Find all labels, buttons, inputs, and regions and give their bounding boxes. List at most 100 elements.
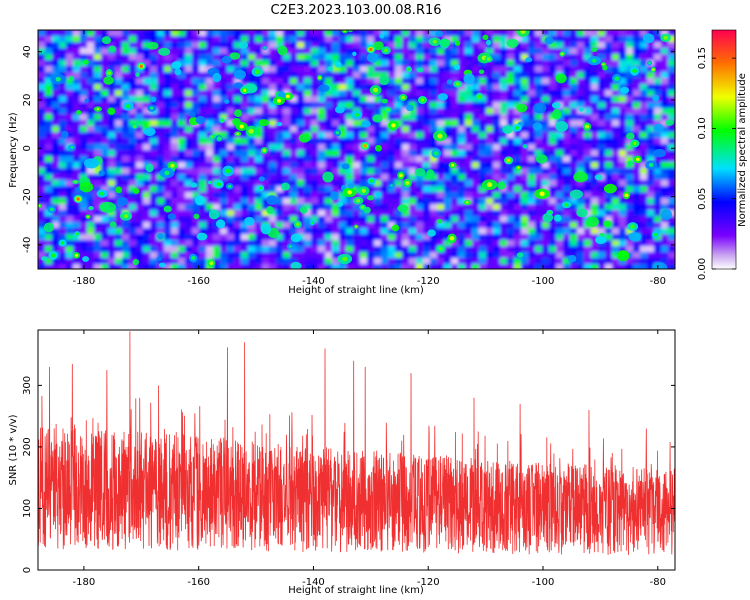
heatmap-cell <box>353 60 361 67</box>
heatmap-cell <box>143 228 151 235</box>
heatmap-cell <box>542 240 550 247</box>
heatmap-cell <box>612 96 620 103</box>
heatmap-cell <box>213 204 221 211</box>
heatmap-cell <box>654 162 662 169</box>
heatmap-cell <box>451 120 459 127</box>
heatmap-cell <box>276 132 284 139</box>
heatmap-cell <box>507 48 515 55</box>
heatmap-cell <box>94 210 102 217</box>
heatmap-cell <box>339 60 347 67</box>
heatmap-cell <box>108 84 116 91</box>
heatmap-cell <box>535 114 543 121</box>
heatmap-cell <box>185 42 193 49</box>
heatmap-cell <box>52 216 60 223</box>
heatmap-cell <box>353 234 361 241</box>
heatmap-cell <box>605 138 613 145</box>
heatmap-cell <box>668 252 675 259</box>
heatmap-cell <box>437 216 445 223</box>
heatmap-cell <box>409 234 417 241</box>
heatmap-cell <box>486 246 494 253</box>
heatmap-cell <box>87 228 95 235</box>
heatmap-cell <box>178 66 186 73</box>
heatmap-cell <box>598 168 606 175</box>
heatmap-cell <box>640 102 648 109</box>
heatmap-cell <box>458 120 466 127</box>
heatmap-blob-core <box>236 132 240 135</box>
heatmap-cell <box>500 174 508 181</box>
heatmap-cell <box>283 198 291 205</box>
heatmap-cell <box>458 102 466 109</box>
heatmap-cell <box>472 234 480 241</box>
heatmap-cell <box>402 240 410 247</box>
heatmap-cell <box>276 138 284 145</box>
heatmap-cell <box>255 36 263 43</box>
heatmap-cell <box>206 54 214 61</box>
heatmap-cell <box>150 180 158 187</box>
heatmap-cell <box>605 78 613 85</box>
heatmap-cell <box>577 168 585 175</box>
heatmap-cell <box>528 96 536 103</box>
heatmap-cell <box>619 264 627 269</box>
heatmap-blob <box>299 206 308 214</box>
heatmap-cell <box>143 30 151 37</box>
heatmap-cell <box>556 174 564 181</box>
heatmap-cell <box>542 168 550 175</box>
heatmap-cell <box>101 252 109 259</box>
heatmap-cell <box>626 108 634 115</box>
heatmap-blob-core <box>548 211 552 214</box>
heatmap-blob <box>156 256 162 261</box>
heatmap-x-tick-label: -160 <box>187 276 210 287</box>
heatmap-cell <box>164 42 172 49</box>
heatmap-blob <box>174 68 182 76</box>
heatmap-cell <box>262 192 270 199</box>
heatmap-cell <box>38 192 46 199</box>
heatmap-cell <box>157 174 165 181</box>
heatmap-cell <box>311 168 319 175</box>
heatmap-cell <box>360 246 368 253</box>
heatmap-cell <box>80 174 88 181</box>
heatmap-cell <box>374 138 382 145</box>
heatmap-cell <box>486 216 494 223</box>
heatmap-cell <box>668 222 675 229</box>
heatmap-cell <box>241 78 249 85</box>
heatmap-cell <box>304 168 312 175</box>
heatmap-cell <box>612 84 620 91</box>
heatmap-cell <box>101 234 109 241</box>
heatmap-cell <box>311 150 319 157</box>
heatmap-blob-core <box>648 61 651 65</box>
heatmap-cell <box>353 54 361 61</box>
heatmap-cell <box>584 60 592 67</box>
heatmap-cell <box>423 228 431 235</box>
heatmap-cell <box>283 36 291 43</box>
heatmap-cell <box>339 126 347 133</box>
heatmap-cell <box>115 138 123 145</box>
heatmap-cell <box>80 234 88 241</box>
heatmap-cell <box>360 240 368 247</box>
heatmap-cell <box>38 144 46 151</box>
heatmap-cell <box>458 210 466 217</box>
heatmap-cell <box>59 156 67 163</box>
heatmap-cell <box>542 234 550 241</box>
heatmap-cell <box>255 192 263 199</box>
heatmap-cell <box>136 132 144 139</box>
heatmap-cell <box>402 84 410 91</box>
heatmap-cell <box>325 204 333 211</box>
heatmap-cell <box>283 222 291 229</box>
heatmap-cell <box>136 192 144 199</box>
heatmap-cell <box>570 222 578 229</box>
heatmap-cell <box>290 252 298 259</box>
heatmap-cell <box>311 78 319 85</box>
heatmap-cell <box>94 264 102 269</box>
heatmap-cell <box>248 144 256 151</box>
heatmap-cell <box>654 84 662 91</box>
heatmap-cell <box>661 240 669 247</box>
heatmap-blob <box>322 171 334 183</box>
heatmap-cell <box>122 162 130 169</box>
heatmap-cell <box>101 180 109 187</box>
heatmap-cell <box>388 222 396 229</box>
heatmap-cell <box>451 204 459 211</box>
heatmap-cell <box>521 258 529 265</box>
heatmap-cell <box>59 246 67 253</box>
heatmap-cell <box>206 216 214 223</box>
heatmap-cell <box>255 48 263 55</box>
